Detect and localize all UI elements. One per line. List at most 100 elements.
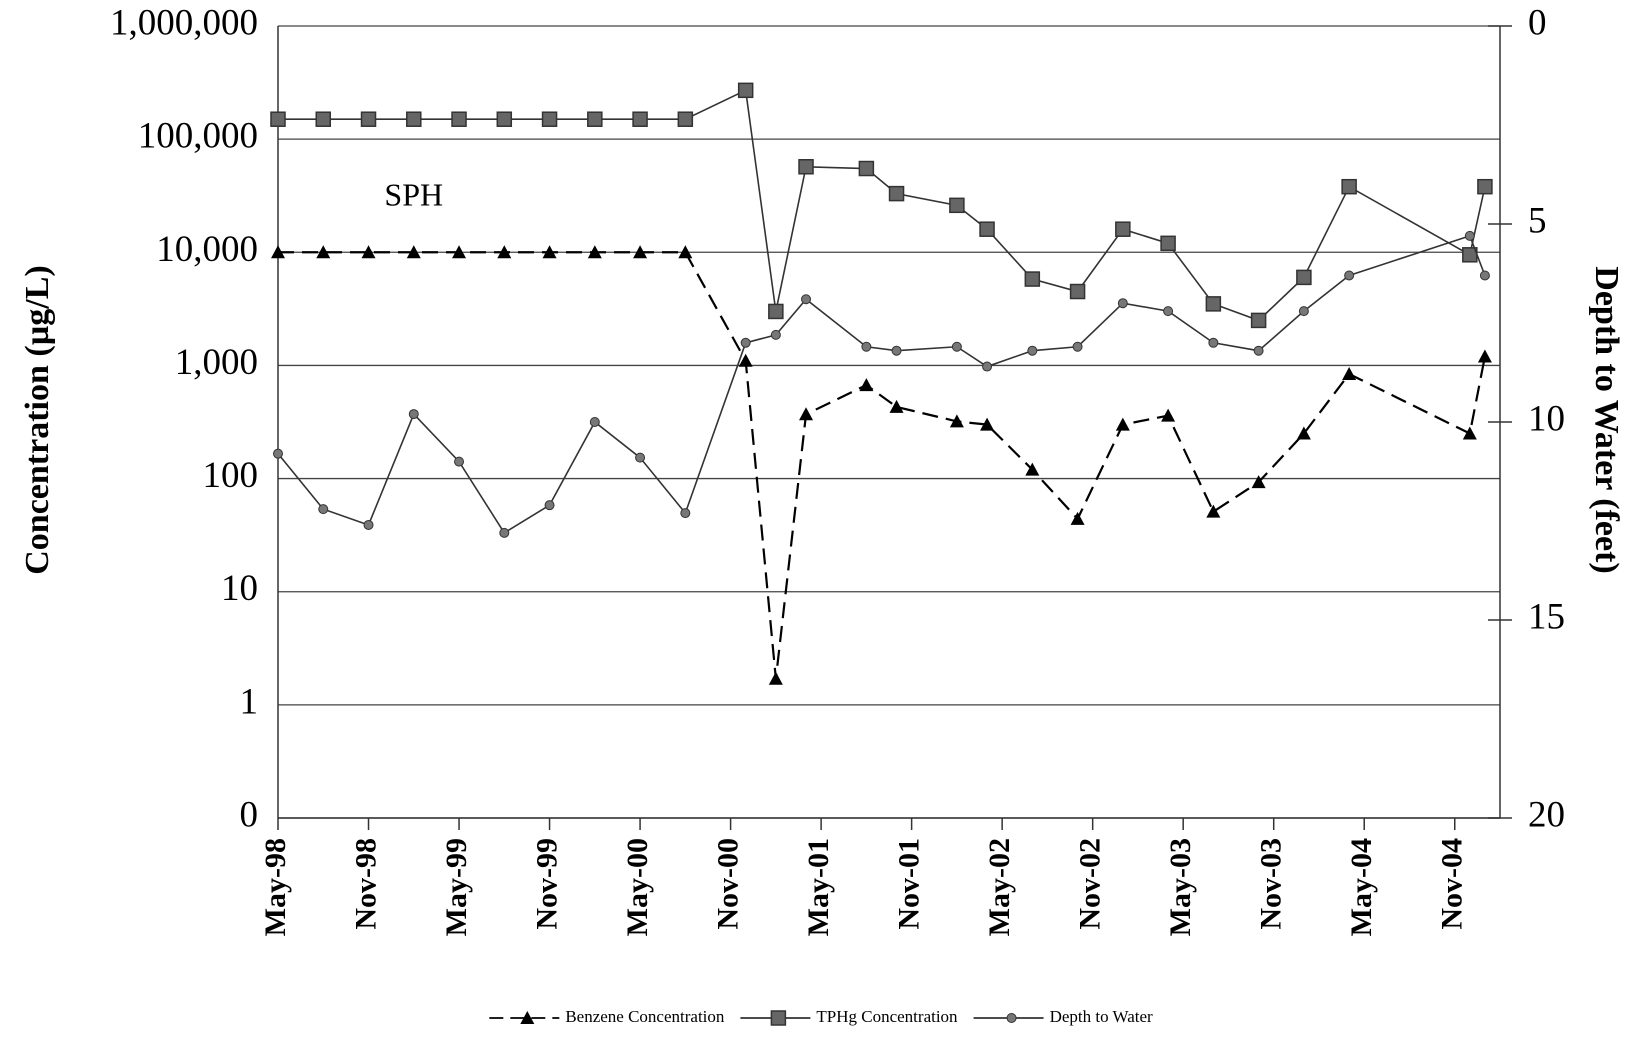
legend-label: Depth to Water	[1050, 1007, 1153, 1026]
point	[271, 245, 285, 259]
point	[891, 345, 902, 356]
point	[1205, 296, 1222, 312]
point	[1161, 408, 1176, 422]
point	[888, 185, 905, 202]
point	[1163, 306, 1174, 317]
point	[451, 111, 467, 127]
point	[1344, 270, 1355, 281]
y-tick-label: 10,000	[156, 229, 258, 270]
point	[497, 245, 512, 259]
y-tick-label: 0	[240, 794, 259, 835]
point	[1206, 504, 1221, 518]
point	[1251, 475, 1266, 489]
point	[979, 221, 995, 237]
y-tick-label: 1,000	[175, 342, 258, 383]
y-axis-label: Concentration (µg/L)	[19, 265, 56, 575]
legend-item: Depth to Water	[973, 1007, 1153, 1026]
point	[589, 417, 600, 427]
legend: Benzene Concentration TPHg Concentration D…	[489, 1007, 1153, 1026]
point	[951, 341, 962, 352]
legend-marker	[520, 1011, 535, 1024]
point	[1117, 298, 1128, 309]
y2-tick-label: 20	[1528, 794, 1565, 835]
x-tick-label: May-98	[259, 838, 292, 936]
point	[1462, 426, 1477, 440]
point	[770, 329, 781, 340]
legend-item: TPHg Concentration	[740, 1007, 958, 1026]
point	[677, 111, 694, 127]
x-tick-label: May-01	[802, 838, 835, 936]
point	[273, 448, 283, 459]
point	[1477, 349, 1492, 363]
point	[587, 245, 602, 259]
point	[1296, 269, 1312, 286]
point	[889, 399, 904, 413]
point	[738, 353, 753, 367]
point	[1479, 270, 1490, 281]
point	[632, 111, 648, 127]
point	[1027, 345, 1038, 356]
point	[633, 245, 648, 259]
x-tick-label: May-02	[983, 838, 1016, 936]
point	[1070, 511, 1085, 525]
point	[315, 111, 332, 127]
point	[499, 527, 510, 538]
x-tick-label: May-04	[1345, 838, 1378, 936]
y2-tick-label: 5	[1528, 200, 1547, 241]
x-tick-label: Nov-04	[1436, 838, 1469, 930]
point	[454, 456, 465, 467]
x-tick-label: Nov-01	[893, 838, 926, 930]
point	[1069, 283, 1086, 300]
y2-tick-label: 10	[1528, 398, 1565, 439]
point	[541, 111, 558, 127]
point	[858, 160, 875, 177]
point	[270, 111, 286, 127]
y-tick-label: 10	[221, 568, 258, 609]
legend-label: TPHg Concentration	[816, 1007, 958, 1026]
x-tick-label: May-99	[440, 838, 473, 936]
point	[544, 500, 555, 511]
y-tick-label: 100	[203, 455, 259, 496]
x-tick-label: Nov-03	[1255, 838, 1288, 930]
legend-marker	[1006, 1013, 1017, 1023]
point	[635, 452, 646, 463]
x-tick-label: May-03	[1164, 838, 1197, 936]
point	[740, 337, 751, 348]
point	[1342, 366, 1357, 380]
point	[1464, 230, 1475, 241]
point	[859, 378, 874, 392]
point	[982, 361, 993, 372]
legend-marker	[770, 1010, 787, 1026]
point	[1115, 417, 1130, 431]
point	[680, 508, 691, 519]
point	[316, 245, 331, 259]
x-tick-label: Nov-02	[1074, 838, 1107, 930]
point	[980, 417, 995, 431]
point	[799, 407, 814, 421]
point	[406, 111, 422, 127]
point	[408, 409, 419, 420]
x-tick-label: Nov-99	[530, 838, 563, 930]
point	[452, 245, 467, 259]
point	[1250, 312, 1267, 329]
annotation: SPH	[384, 177, 443, 213]
point	[678, 245, 693, 259]
point	[1253, 345, 1264, 356]
y2-tick-label: 0	[1528, 2, 1547, 43]
point	[1072, 341, 1083, 352]
point	[861, 341, 872, 352]
point	[360, 111, 377, 127]
point	[587, 111, 603, 127]
x-tick-label: May-00	[621, 838, 654, 936]
point	[737, 82, 754, 99]
point	[768, 303, 784, 320]
x-tick-label: Nov-98	[349, 838, 382, 930]
point	[1298, 306, 1309, 317]
point	[1024, 271, 1041, 287]
x-tick-label: Nov-00	[711, 838, 744, 930]
point	[949, 414, 964, 428]
point	[1296, 426, 1311, 440]
point	[1115, 221, 1131, 237]
